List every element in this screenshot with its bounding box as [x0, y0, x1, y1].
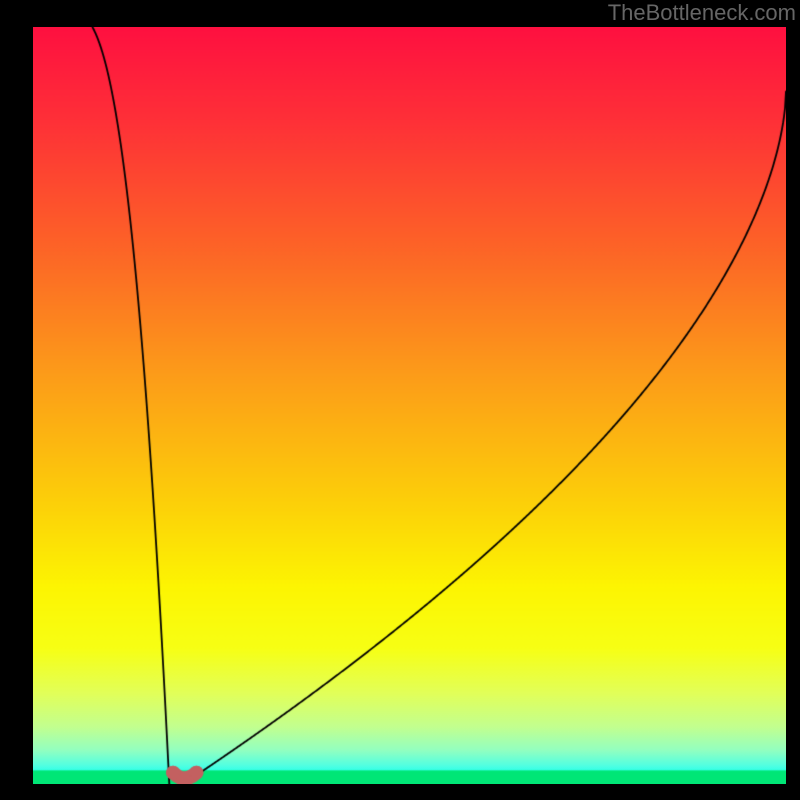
chart-container: TheBottleneck.com	[0, 0, 800, 800]
bottleneck-chart-canvas	[33, 27, 786, 784]
watermark-text: TheBottleneck.com	[608, 0, 796, 26]
